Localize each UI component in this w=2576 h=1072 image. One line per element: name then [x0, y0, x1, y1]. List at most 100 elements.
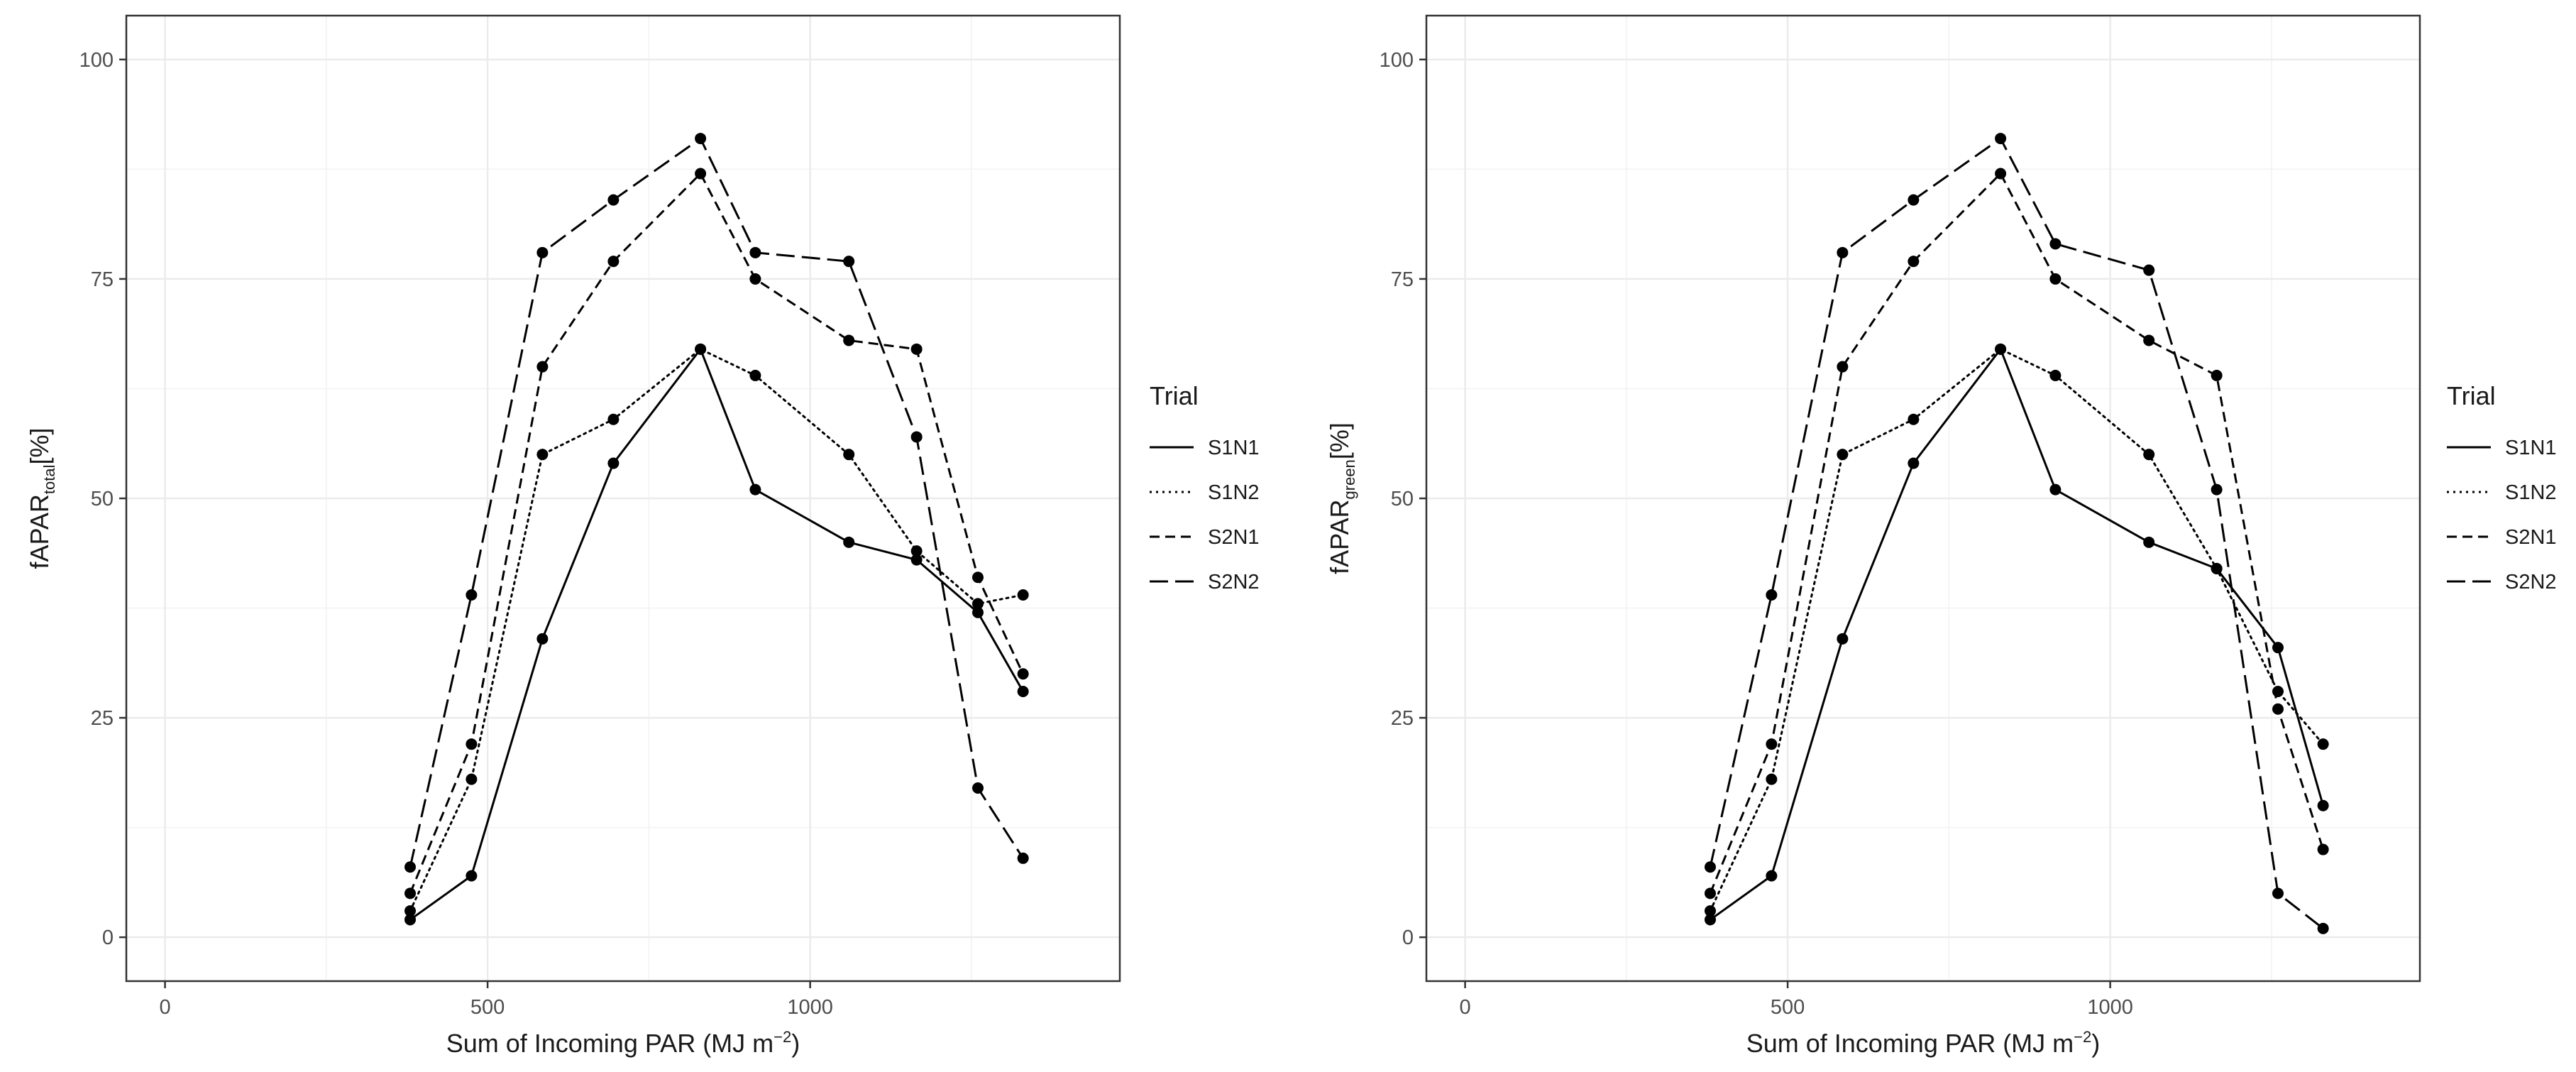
panel-1-legend: Trial S1N1 S1N2 S2N1 S2N2 [1150, 381, 1260, 594]
panel-2-series-s2n1-point [2211, 369, 2223, 381]
panel-1-series-s2n1-point [404, 887, 416, 899]
panel-1-series-s2n1-point [972, 571, 984, 584]
panel-1-series-s2n2-point [1017, 852, 1029, 864]
panel-1-series-s1n1-point [607, 457, 620, 469]
panel-2-series-s1n2-point [2317, 738, 2329, 750]
panel-2-y-tick-label: 75 [1391, 268, 1414, 291]
panel-1-legend-label-s2n2: S2N2 [1208, 571, 1260, 594]
panel-2-y-tick-label: 0 [1402, 926, 1414, 949]
panel-2-series-s1n2-line [1709, 348, 2325, 912]
panel-2-series-s1n1-point [1908, 457, 1920, 469]
panel-2-series-s1n1-point [1705, 914, 1716, 926]
panel-2-series-s2n2-point [1705, 861, 1716, 873]
panel-2-series-s2n2-point [1766, 589, 1778, 601]
panel-1-series-s2n1-point [536, 361, 549, 373]
panel-1-series-s1n1-point [843, 536, 855, 548]
panel-1-legend-title: Trial [1150, 381, 1199, 410]
panel-2-series-s2n1-point [1908, 256, 1920, 268]
panel-1-series-s2n2-point [607, 194, 620, 206]
panel-2-legend: Trial S1N1 S1N2 S2N1 S2N2 [2447, 381, 2557, 594]
panel-1-legend-label-s2n1: S2N1 [1208, 526, 1260, 549]
panel-2-series-s1n2-point [2143, 449, 2155, 461]
panel-1-y-tick-label: 75 [91, 268, 114, 291]
panel-2-legend-title: Trial [2447, 381, 2496, 410]
panel-1-series-s2n2-point [749, 246, 761, 258]
panel-2-legend-label-s1n2: S1N2 [2505, 481, 2557, 504]
panel-1-series-s1n2-point [910, 545, 923, 557]
panel-2-series-s2n2-point [2272, 887, 2284, 899]
panel-2-series-s1n2-point [2049, 369, 2062, 381]
panel-1-series-s1n1-point [910, 554, 923, 566]
panel-2-series-s1n1-point [2317, 799, 2329, 811]
panel-2-series-s1n1-line [1710, 348, 2325, 921]
panel-2-y-tick-label: 25 [1391, 707, 1414, 730]
panel-1-series-s1n1-point [1017, 686, 1029, 697]
panel-2-series-s1n2-point [1705, 905, 1716, 917]
panel-2-series-s1n1-point [2272, 642, 2284, 654]
panel-1-legend-label-s1n1: S1N1 [1208, 437, 1260, 459]
panel-1-y-tick-label: 100 [79, 49, 114, 72]
panel-1-legend-label-s1n2: S1N2 [1208, 481, 1260, 504]
panel-1-y-axis-title: fAPARtotal[%] [25, 428, 58, 569]
panel-2-legend-label-s2n1: S2N1 [2505, 526, 2557, 549]
panel-1-series-s1n2-point [695, 343, 707, 355]
panel-1-x-tick-label: 1000 [787, 996, 833, 1019]
panel-1-series-s1n1-point [404, 914, 416, 926]
panel-2-y-tick-label: 50 [1391, 488, 1414, 510]
panel-1-series-s2n1-point [695, 168, 707, 180]
panel-1-x-tick-label: 0 [159, 996, 170, 1019]
panel-1-series-s2n2-point [695, 133, 707, 145]
panel-1-series-s2n2-point [972, 782, 984, 794]
panel-2: 0 500 1000 0 25 50 75 100 Sum of Incoming PAR (M… [1325, 14, 2557, 1058]
panel-2-series-s2n1-point [1766, 738, 1778, 750]
panel-1-series-s1n1-point [466, 870, 478, 882]
panel-1-series-s2n1-point [1017, 668, 1029, 680]
panel-1-series-s2n1-point [910, 343, 923, 355]
panel-1-series-s1n1-point [536, 633, 549, 645]
panel-1-series-s2n2-point [910, 431, 923, 443]
panel-2-x-axis-title: Sum of Incoming PAR (MJ m−2) [1746, 1028, 2101, 1058]
panel-2-series-s1n2-point [1766, 773, 1778, 785]
panel-1-x-axis-title: Sum of Incoming PAR (MJ m−2) [446, 1028, 800, 1058]
panel-2-series-s2n1-point [2049, 273, 2062, 285]
panel-1-y-tick-label: 0 [102, 926, 114, 949]
panel-2-legend-label-s1n1: S1N1 [2505, 437, 2557, 459]
panel-2-series-s2n2-line [1709, 137, 2324, 930]
panel-1-series-s1n2-point [1017, 589, 1029, 601]
panel-2-series-s1n1-point [2049, 483, 2062, 496]
panel-2-series-s2n2-point [1995, 133, 2007, 145]
panel-2-x-tick-label: 500 [1771, 996, 1805, 1019]
panel-2-x-tick-label: 0 [1459, 996, 1470, 1019]
panel-1-series-s2n2-point [536, 246, 549, 258]
panel-1-series-s2n1-point [607, 256, 620, 268]
panel-2-series-s1n2-point [1995, 343, 2007, 355]
panel-2-y-tick-label: 100 [1380, 49, 1414, 72]
panel-2-series-s2n1-point [1837, 361, 1849, 373]
panel-1-series-s1n2-point [466, 773, 478, 785]
panel-1-series-s2n2-point [466, 589, 478, 601]
panel-2-series-s1n1-point [1766, 870, 1778, 882]
panel-2-series-s2n2-point [1837, 246, 1849, 258]
panel-1-series-s1n1-line [409, 348, 1024, 921]
panel-2-series-s2n1-line [1709, 173, 2325, 894]
panel-1-series-s1n2-point [972, 598, 984, 610]
panel-1-series-s2n1-point [843, 334, 855, 346]
panel-2-series-s2n1-point [1995, 168, 2007, 180]
panel-1-y-tick-label: 25 [91, 707, 114, 730]
panel-1-series-s1n1-point [749, 483, 761, 496]
panel-2-legend-label-s2n2: S2N2 [2505, 571, 2557, 594]
panel-1-series-s1n2-point [843, 449, 855, 461]
panel-2-series-s2n2-point [1908, 194, 1920, 206]
panel-1-series-s1n2-point [404, 905, 416, 917]
panel-1-series-s2n1-point [749, 273, 761, 285]
panel-2-y-axis-title: fAPARgreen[%] [1325, 422, 1358, 574]
panel-2-series-s1n2-point [1837, 449, 1849, 461]
panel-1-series-s2n1-line [409, 173, 1024, 894]
panel-1: 0 500 1000 0 25 50 75 100 Sum of Incoming PAR (M… [25, 14, 1260, 1058]
panel-2-series-s2n1-point [2272, 703, 2284, 715]
panel-2-series-s1n1-point [1837, 633, 1849, 645]
panel-2-series-s2n2-point [2049, 238, 2062, 250]
panel-1-x-tick-label: 500 [470, 996, 505, 1019]
panel-1-series-s2n2-point [843, 256, 855, 268]
